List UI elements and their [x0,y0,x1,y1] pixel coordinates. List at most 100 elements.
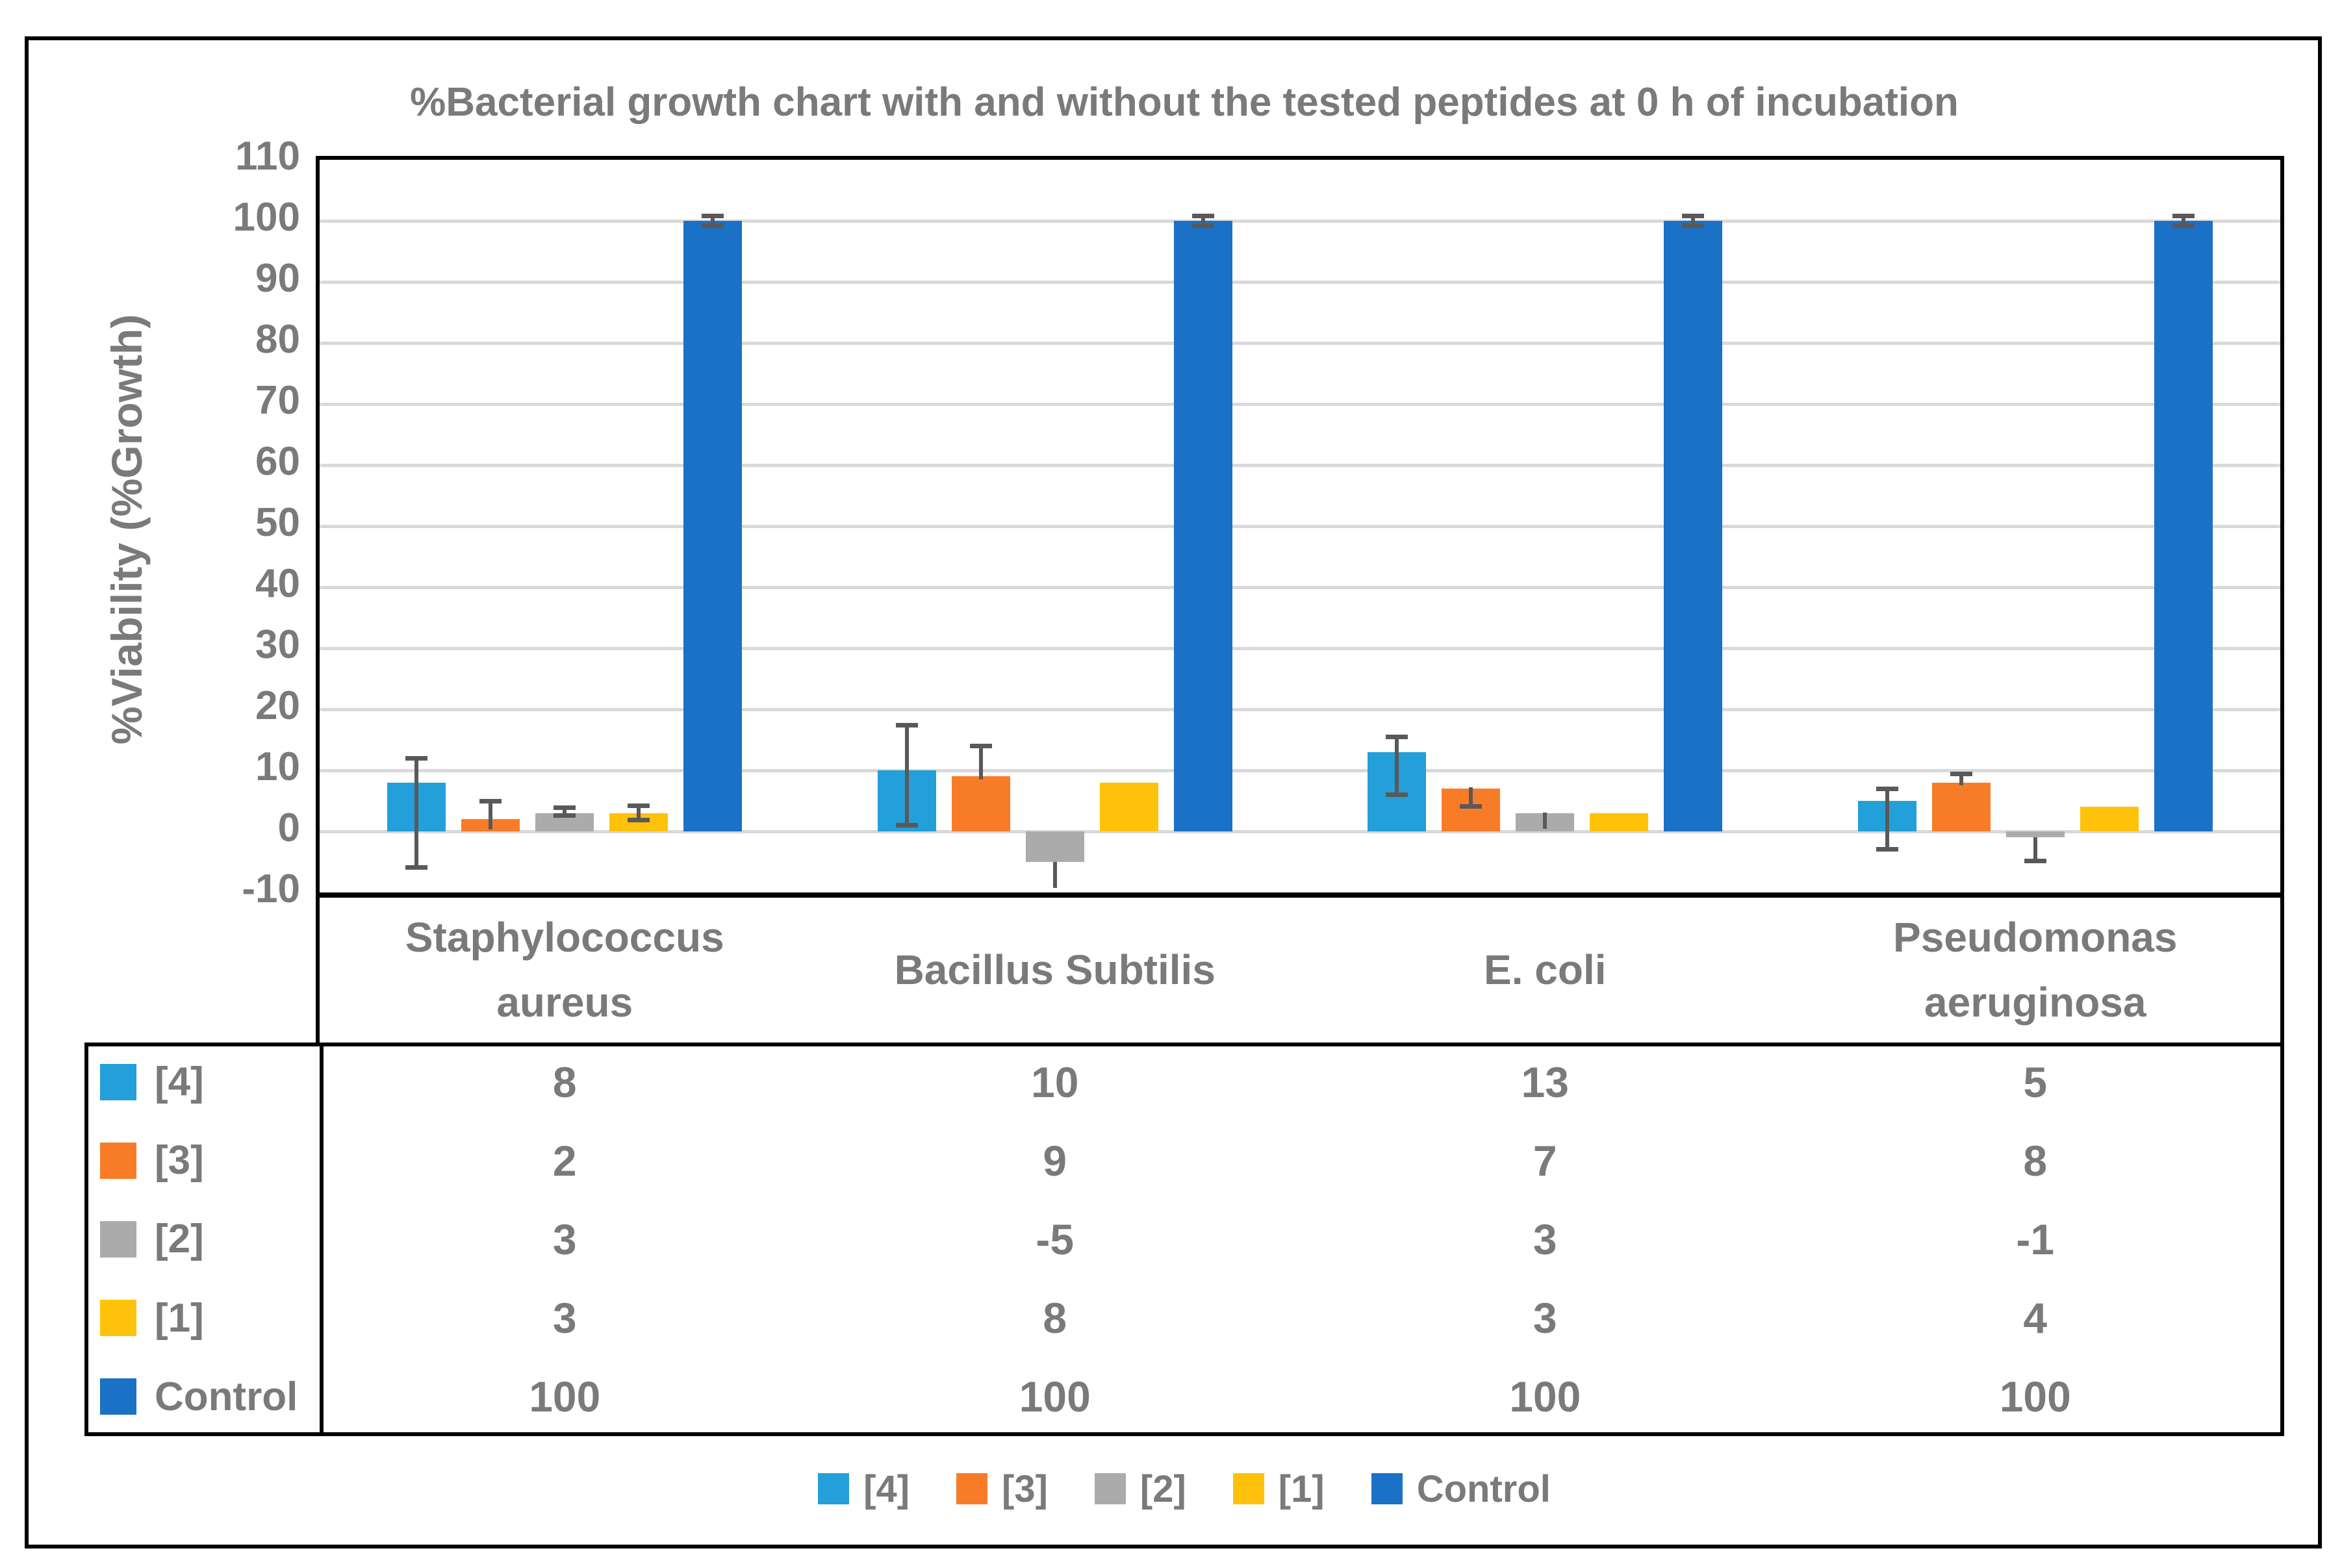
error-bar-line-Control-Staphylococcus aureus [711,216,715,226]
error-bar-cap-top-Control-Pseudomonas aeruginosa [2172,214,2195,219]
bar-[1]-Bacillus Subtilis [1099,782,1158,831]
bar-Control-Staphylococcus aureus [683,221,743,831]
table-value-[1]-Pseudomonas aeruginosa: 4 [2023,1294,2048,1343]
table-value-Control-Staphylococcus aureus: 100 [529,1372,601,1421]
table-legend-label: [2] [155,1217,204,1262]
gridline-80 [320,341,2280,345]
legend-swatch-[1] [1232,1473,1264,1504]
legend-swatch-[2] [1094,1473,1126,1504]
error-bar-cap-bottom-Control-Staphylococcus aureus [702,223,724,228]
y-tick-label-90: 90 [255,256,300,301]
error-bar-line-[3]-Staphylococcus aureus [489,801,493,830]
x-category-label-line: aureus [496,978,633,1026]
error-bar-cap-top-[4]-Staphylococcus aureus [405,756,428,761]
chart-title: %Bacterial growth chart with and without… [410,80,1959,125]
legend-label: [2] [1139,1467,1186,1510]
bar-[2]-Bacillus Subtilis [1025,831,1084,862]
gridline-60 [320,463,2280,467]
error-bar-cap-top-[2]-Staphylococcus aureus [554,805,576,811]
y-tick-label-30: 30 [255,622,300,667]
table-legend-label: Control [155,1374,298,1419]
x-category-label-line: Pseudomonas [1893,914,2178,961]
table-value-[3]-Staphylococcus aureus: 2 [552,1136,577,1185]
error-bar-cap-bottom-[4]-Pseudomonas aeruginosa [1876,847,1898,852]
error-bar-line-[1]-Staphylococcus aureus [637,805,641,821]
error-bar-cap-bottom-Control-Bacillus Subtilis [1191,223,1214,228]
table-value-Control-Bacillus Subtilis: 100 [1019,1372,1091,1421]
table-legend-label: [3] [155,1138,204,1183]
gridline-70 [320,402,2280,406]
bar-[1]-Pseudomonas aeruginosa [2080,807,2139,831]
error-bar-cap-bottom-[2]-Pseudomonas aeruginosa [2024,859,2046,864]
table-value-[3]-E. coli: 7 [1533,1136,1557,1185]
legend-item-[3]: [3] [956,1467,1048,1511]
error-bar-cap-bottom-[3]-E. coli [1460,804,1483,809]
error-bar-cap-bottom-Control-E. coli [1682,223,1705,228]
error-bar-line-[3]-Pseudomonas aeruginosa [1959,773,1963,785]
table-value-Control-E. coli: 100 [1509,1372,1581,1421]
table-value-[2]-Bacillus Subtilis: -5 [1036,1215,1075,1263]
bar-Control-Bacillus Subtilis [1173,221,1232,831]
legend-swatch-[3] [956,1473,988,1504]
y-tick-label-100: 100 [233,195,300,240]
legend-item-[2]: [2] [1094,1467,1186,1511]
error-bar-cap-top-[4]-E. coli [1386,735,1408,740]
table-value-[3]-Bacillus Subtilis: 9 [1043,1136,1067,1185]
table-value-[2]-Pseudomonas aeruginosa: -1 [2016,1215,2055,1263]
error-bar-cap-top-Control-Staphylococcus aureus [702,214,724,219]
gridline-50 [320,524,2280,528]
table-value-[3]-Pseudomonas aeruginosa: 8 [2023,1136,2048,1185]
legend-item-Control: Control [1371,1467,1551,1511]
table-value-[1]-E. coli: 3 [1533,1294,1557,1343]
error-bar-line-[2]-Pseudomonas aeruginosa [2033,837,2037,862]
error-bar-cap-top-[4]-Pseudomonas aeruginosa [1876,787,1898,792]
bar-[1]-E. coli [1590,813,1649,831]
y-tick-label-110: 110 [235,134,300,179]
error-bar-cap-bottom-[1]-Staphylococcus aureus [628,818,650,823]
error-bar-line-[4]-E. coli [1395,737,1399,795]
y-tick-label-10: 10 [255,744,300,789]
x-category-label-line: Bacillus Subtilis [894,946,1216,993]
table-legend-label: [4] [155,1059,204,1105]
y-tick-label-80: 80 [255,317,300,362]
y-tick-label-50: 50 [255,500,300,545]
legend-swatch-Control [1371,1473,1403,1504]
error-bar-line-[3]-E. coli [1469,787,1473,807]
error-bar-line-Control-Bacillus Subtilis [1201,216,1205,226]
legend-label: [3] [1002,1467,1048,1510]
x-axis-line [316,892,2284,898]
table-legend-swatch-[3] [100,1142,136,1179]
x-category-label-Bacillus Subtilis: Bacillus Subtilis [810,898,1301,1043]
bar-[3]-Bacillus Subtilis [951,776,1010,831]
y-tick-label-20: 20 [255,683,300,728]
bar-[2]-Pseudomonas aeruginosa [2005,831,2065,838]
x-category-label-line: Staphylococcus [405,914,724,961]
plot-border-right [2280,156,2284,1043]
table-legend-swatch-[4] [100,1063,136,1100]
error-bar-line-[4]-Staphylococcus aureus [414,758,419,868]
error-bar-cap-top-Control-E. coli [1682,214,1705,219]
x-category-label-Pseudomonas aeruginosa: Pseudomonas aeruginosa [1790,898,2281,1043]
bar-Control-E. coli [1664,221,1723,831]
x-category-label-line: E. coli [1484,946,1607,993]
error-bar-line-[3]-Bacillus Subtilis [978,746,983,780]
table-value-[4]-Bacillus Subtilis: 10 [1031,1057,1079,1106]
error-bar-cap-bottom-[4]-E. coli [1386,792,1408,797]
error-bar-line-[2]-E. coli [1543,812,1547,829]
table-value-[4]-E. coli: 13 [1521,1057,1569,1106]
table-value-[1]-Staphylococcus aureus: 3 [552,1294,577,1343]
data-table-column-divider [320,1043,324,1436]
error-bar-cap-top-[1]-Staphylococcus aureus [628,803,650,808]
error-bar-line-[2]-Bacillus Subtilis [1052,862,1057,889]
error-bar-cap-bottom-[2]-Staphylococcus aureus [554,813,576,818]
legend-label: Control [1416,1467,1551,1510]
error-bar-line-Control-Pseudomonas aeruginosa [2181,216,2185,226]
table-value-Control-Pseudomonas aeruginosa: 100 [1999,1372,2071,1421]
gridline-20 [320,707,2280,711]
error-bar-line-[2]-Staphylococcus aureus [563,807,567,816]
figure-outer-border [25,36,2322,1549]
y-tick-label-70: 70 [255,378,300,423]
